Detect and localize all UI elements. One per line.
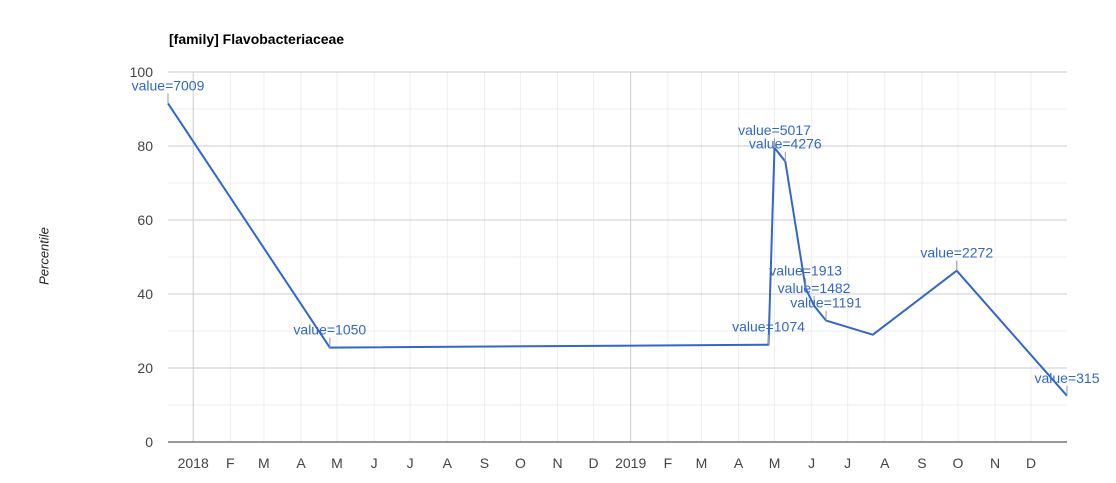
x-tick-label: S <box>480 455 489 471</box>
annotation-label: value=1482 <box>778 280 851 296</box>
x-tick-label: A <box>880 455 890 471</box>
y-tick-label: 80 <box>137 138 153 154</box>
annotation-label: value=1074 <box>732 319 805 335</box>
annotation-label: value=1913 <box>769 262 842 278</box>
x-tick-label: 2018 <box>178 455 209 471</box>
y-tick-label: 20 <box>137 360 153 376</box>
x-tick-label: J <box>844 455 851 471</box>
x-tick-label: D <box>588 455 598 471</box>
x-tick-label: A <box>734 455 744 471</box>
x-tick-label: 2019 <box>615 455 646 471</box>
x-tick-label: A <box>296 455 306 471</box>
y-tick-label: 0 <box>145 434 153 450</box>
y-tick-label: 40 <box>137 286 153 302</box>
x-tick-label: M <box>258 455 270 471</box>
x-tick-label: O <box>515 455 526 471</box>
x-tick-label: J <box>407 455 414 471</box>
annotation-label: value=1191 <box>790 295 862 311</box>
y-tick-label: 60 <box>137 212 153 228</box>
x-tick-label: N <box>553 455 563 471</box>
annotation-label: value=1050 <box>293 322 366 338</box>
x-tick-label: F <box>664 455 673 471</box>
annotation-label: value=315 <box>1034 370 1099 386</box>
x-tick-label: D <box>1026 455 1036 471</box>
annotation-label: value=2272 <box>920 245 993 261</box>
x-tick-label: J <box>371 455 378 471</box>
x-tick-label: M <box>696 455 708 471</box>
x-axis-ticks: 2018 F M A M J J A S O N D 2019 F M A M J J A S O N D <box>178 455 1037 471</box>
data-annotations: value=7009 value=1050 value=1074 value=5017… <box>132 77 1100 396</box>
x-tick-label: S <box>917 455 926 471</box>
x-tick-label: M <box>769 455 781 471</box>
x-tick-label: O <box>952 455 963 471</box>
annotation-label: value=4276 <box>749 136 822 152</box>
x-tick-label: J <box>808 455 815 471</box>
y-tick-label: 100 <box>130 64 154 80</box>
x-tick-label: F <box>226 455 235 471</box>
minor-grid <box>168 72 1067 442</box>
annotation-label: value=5017 <box>738 122 811 138</box>
major-grid <box>168 71 1067 443</box>
x-tick-label: A <box>443 455 453 471</box>
series-line <box>167 102 1068 397</box>
x-tick-label: N <box>990 455 1000 471</box>
series-lines <box>167 102 1068 397</box>
y-axis-ticks: 0 20 40 60 80 100 <box>130 64 154 450</box>
annotation-label: value=7009 <box>132 77 205 93</box>
chart-title: [family] Flavobacteriaceae <box>169 31 345 47</box>
x-tick-label: M <box>331 455 343 471</box>
